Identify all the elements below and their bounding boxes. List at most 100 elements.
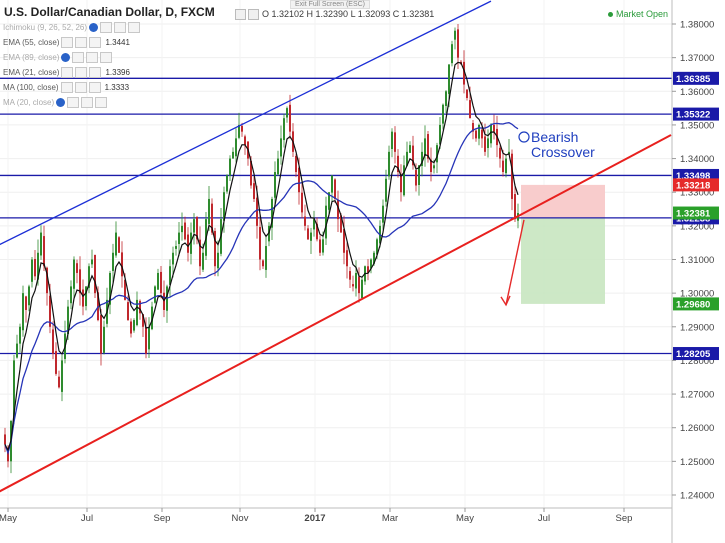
delete-icon[interactable] [89,67,102,78]
y-tick-label: 1.32000 [680,221,714,232]
price-label-box [673,206,719,220]
delete-icon[interactable] [100,52,113,63]
candle-body [376,239,378,255]
candle-body [169,266,171,285]
annotation-line1: Bearish [531,129,579,145]
indicator-row[interactable]: MA (100, close) 1.3333 [3,82,129,95]
delete-icon[interactable] [128,22,141,33]
candle-body [235,138,237,157]
candle-body [430,159,432,173]
candle-body [88,266,90,288]
candle-body [151,306,153,330]
indicator-label: Ichimoku (9, 26, 52, 26) [3,23,88,32]
candle-body [481,129,483,139]
candle-body [439,124,441,145]
candle-body [370,259,372,269]
candle-body [145,327,147,354]
support-trendline[interactable] [0,134,672,493]
candle-body [100,315,102,354]
candle-body [472,123,474,132]
annotation-line2: Crossover [531,144,595,160]
y-tick-label: 1.26000 [680,423,714,434]
candle-body [301,192,303,213]
candle-body [400,174,402,193]
visibility-eye-icon[interactable] [56,98,66,107]
candle-body [277,158,279,175]
delete-icon[interactable] [95,97,108,108]
candle-body [280,138,282,157]
candle-body [118,237,120,253]
candle-body [82,289,84,307]
ohlc-readout: O 1.32102 H 1.32390 L 1.32093 C 1.32381 [262,9,435,19]
candle-body [94,254,96,294]
settings-icon[interactable] [235,9,246,20]
settings-icon[interactable] [100,22,113,33]
x-axis: May Jul Sep Nov 2017 Mar May Jul Sep [0,507,672,524]
settings-icon[interactable] [61,37,74,48]
menu-icon[interactable] [248,9,259,20]
channel-trendline[interactable] [0,0,492,246]
delete-icon[interactable] [88,82,101,93]
candle-body [79,269,81,294]
candle-body [508,151,510,155]
settings-icon[interactable] [67,97,80,108]
candle-body [343,229,345,253]
candle-body [76,263,78,273]
candle-body [406,151,408,166]
exit-fullscreen-button[interactable]: Exit Full Screen (ESC) [290,0,371,9]
candle-body [28,286,30,306]
candle-body [214,230,216,267]
indicator-row[interactable]: EMA (21, close) 1.3396 [3,67,130,80]
candle-body [172,252,174,265]
candle-body [232,151,234,159]
y-tick-label: 1.37000 [680,53,714,64]
settings-icon[interactable] [72,52,85,63]
format-icon[interactable] [114,22,127,33]
visibility-eye-icon[interactable] [61,53,71,62]
candle-body [139,300,141,314]
ema-21-line[interactable] [4,61,519,452]
delete-icon[interactable] [89,37,102,48]
candle-body [217,252,219,269]
candle-body [316,223,318,240]
indicator-row[interactable]: EMA (55, close) 1.3441 [3,37,130,50]
indicator-row[interactable]: EMA (89, close) [3,52,113,65]
settings-icon[interactable] [60,82,73,93]
candle-body [295,156,297,173]
candle-body [514,194,516,220]
stop-zone [521,184,605,218]
candle-body [37,252,39,280]
format-icon[interactable] [86,52,99,63]
indicator-row[interactable]: MA (20, close) [3,97,108,110]
candle-body [412,145,414,166]
format-icon[interactable] [81,97,94,108]
symbol-title: U.S. Dollar/Canadian Dollar, D, FXCM [4,5,215,19]
candle-body [154,286,156,303]
candle-body [16,343,18,358]
candle-body [130,321,132,334]
price-label-box [673,178,719,192]
indicator-label: EMA (89, close) [3,53,60,62]
settings-icon[interactable] [61,67,74,78]
candle-body [298,167,300,193]
x-tick-label: Sep [154,513,171,524]
x-tick-label: May [0,513,17,524]
format-icon[interactable] [75,37,88,48]
candle-body [499,147,501,159]
candle-body [250,160,252,186]
candle-body [340,215,342,233]
indicator-row[interactable]: Ichimoku (9, 26, 52, 26) [3,22,141,35]
y-tick-label: 1.34000 [680,154,714,165]
format-icon[interactable] [75,67,88,78]
candle-body [433,165,435,169]
visibility-eye-icon[interactable] [89,23,99,32]
candle-body [208,198,210,224]
ma-100-line[interactable] [4,122,519,456]
candle-body [142,314,144,327]
candle-body [418,165,420,185]
format-icon[interactable] [74,82,87,93]
candle-body [40,232,42,256]
candle-body [442,104,444,124]
